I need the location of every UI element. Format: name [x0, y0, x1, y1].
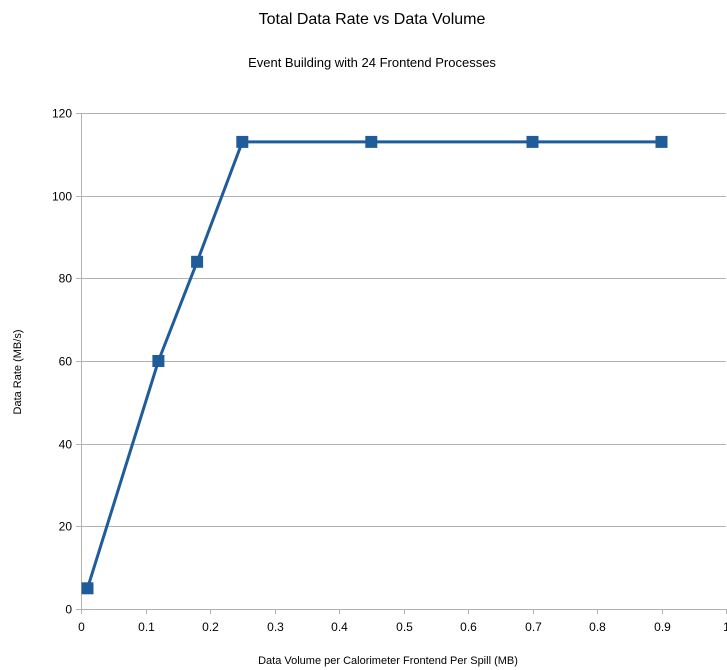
y-tick-label: 120 [52, 107, 72, 121]
y-tick-label: 20 [59, 520, 73, 534]
gridlines [81, 113, 726, 527]
x-tick-label: 0.6 [460, 620, 477, 634]
x-axis-label: Data Volume per Calorimeter Frontend Per… [258, 655, 518, 667]
y-tick-label: 100 [52, 190, 72, 204]
x-tick-labels: 0 0.1 0.2 0.3 0.4 0.5 0.6 0.7 0.8 0.9 1 [78, 620, 727, 634]
data-point [655, 135, 668, 148]
data-point [191, 255, 204, 268]
x-tick-label: 1 [723, 620, 727, 634]
x-tick-label: 0.8 [589, 620, 606, 634]
x-tick-label: 0 [78, 620, 85, 634]
x-tick-label: 0.4 [331, 620, 348, 634]
chart-title: Total Data Rate vs Data Volume [259, 11, 486, 28]
y-tick-label: 60 [59, 355, 73, 369]
x-tick-label: 0.7 [525, 620, 542, 634]
x-tick-label: 0.1 [138, 620, 155, 634]
y-axis-label: Data Rate (MB/s) [12, 330, 24, 415]
y-tick-label: 0 [65, 603, 72, 617]
series [81, 135, 668, 595]
x-tick-label: 0.2 [202, 620, 219, 634]
data-point [236, 135, 249, 148]
data-point [365, 135, 378, 148]
data-point [81, 582, 94, 595]
x-tick-label: 0.9 [654, 620, 671, 634]
y-tick-label: 40 [59, 438, 73, 452]
chart-subtitle: Event Building with 24 Frontend Processe… [248, 55, 496, 70]
y-tick-labels: 0 20 40 60 80 100 120 [52, 107, 72, 617]
axes [76, 113, 727, 614]
y-tick-label: 80 [59, 272, 73, 286]
x-tick-label: 0.3 [267, 620, 284, 634]
data-point [152, 355, 165, 367]
data-point [526, 135, 539, 148]
x-tick-label: 0.5 [396, 620, 413, 634]
